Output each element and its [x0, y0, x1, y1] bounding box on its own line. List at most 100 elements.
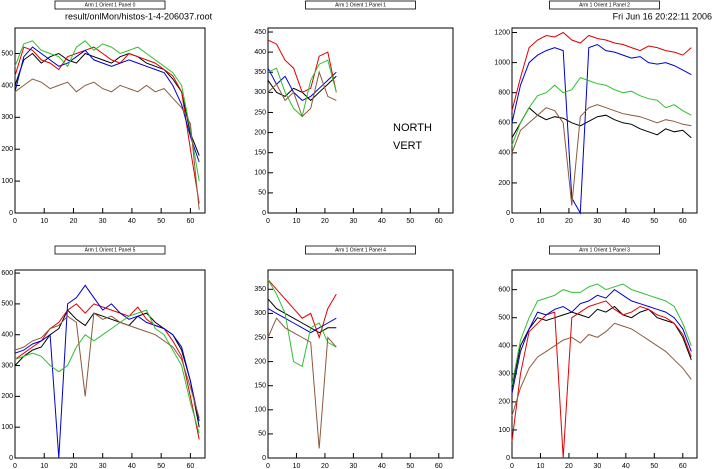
y-tick-label: 100 — [254, 407, 266, 414]
panel-title: Arm 1 Orient 1 Panel 3 — [579, 247, 630, 253]
panel-title: Arm 1 Orient 1 Panel 2 — [579, 2, 630, 8]
x-tick-label: 30 — [99, 463, 107, 469]
y-tick-label: 600 — [498, 286, 510, 293]
y-tick-label: 1000 — [494, 59, 510, 66]
x-tick-label: 20 — [321, 218, 329, 225]
y-tick-label: 100 — [498, 427, 510, 434]
panel-title: Arm 1 Orient 1 Panel 1 — [335, 2, 386, 8]
y-tick-label: 400 — [498, 343, 510, 350]
y-tick-label: 0 — [262, 210, 266, 217]
series-line — [267, 308, 337, 334]
panel-title-box — [549, 245, 660, 255]
y-tick-label: 500 — [1, 50, 13, 57]
y-tick-label: 300 — [1, 362, 13, 369]
x-tick-label: 0 — [13, 463, 17, 469]
x-tick-label: 60 — [186, 218, 194, 225]
x-tick-label: 0 — [266, 218, 270, 225]
y-tick-label: 300 — [498, 371, 510, 378]
x-tick-label: 40 — [622, 218, 630, 225]
series-line — [511, 43, 692, 215]
x-tick-label: 0 — [510, 218, 514, 225]
x-tick-label: 40 — [378, 218, 386, 225]
plot-frame — [14, 269, 206, 459]
y-tick-label: 300 — [254, 89, 266, 96]
y-tick-label: 800 — [498, 90, 510, 97]
x-tick-label: 10 — [40, 463, 48, 469]
timestamp: Fri Jun 16 20:22:11 2006 — [613, 11, 712, 21]
x-tick-label: 10 — [537, 463, 545, 469]
x-tick-label: 20 — [70, 463, 78, 469]
series-line — [14, 46, 200, 163]
x-tick-label: 0 — [266, 463, 270, 469]
series-line — [14, 303, 200, 440]
series-line — [267, 67, 337, 101]
y-tick-label: 1200 — [494, 29, 510, 36]
series-line — [267, 70, 337, 118]
x-tick-label: 50 — [406, 463, 414, 469]
panel-title-box — [305, 245, 416, 255]
plot-frame — [14, 27, 206, 214]
series-line — [267, 279, 337, 368]
y-tick-label: 0 — [262, 455, 266, 462]
x-tick-label: 30 — [593, 218, 601, 225]
y-tick-label: 100 — [254, 170, 266, 177]
series-line — [14, 40, 200, 182]
y-tick-label: 150 — [254, 150, 266, 157]
series-line — [267, 317, 337, 449]
x-tick-label: 20 — [565, 463, 573, 469]
y-tick-label: 300 — [254, 310, 266, 317]
y-tick-label: 400 — [254, 49, 266, 56]
y-tick-label: 600 — [1, 270, 13, 277]
panel-title-box — [54, 245, 166, 255]
x-tick-label: 40 — [622, 463, 630, 469]
x-tick-label: 50 — [650, 218, 658, 225]
panel-title-box — [54, 0, 166, 10]
y-tick-label: 350 — [254, 69, 266, 76]
panel-title-box — [305, 0, 416, 10]
annotation: VERT — [393, 140, 422, 152]
y-tick-label: 50 — [258, 431, 266, 438]
y-tick-label: 500 — [498, 315, 510, 322]
x-tick-label: 40 — [128, 463, 136, 469]
series-line — [511, 283, 692, 386]
y-tick-label: 100 — [1, 178, 13, 185]
series-line — [14, 309, 200, 428]
y-tick-label: 200 — [1, 146, 13, 153]
series-line — [511, 305, 692, 388]
y-tick-label: 150 — [254, 383, 266, 390]
x-tick-label: 30 — [349, 218, 357, 225]
plot-frame — [511, 269, 698, 459]
y-tick-label: 450 — [254, 29, 266, 36]
x-tick-label: 10 — [537, 218, 545, 225]
series-line — [511, 31, 692, 111]
x-tick-label: 60 — [679, 463, 687, 469]
series-line — [267, 298, 337, 334]
series-line — [14, 309, 200, 434]
x-tick-label: 20 — [565, 218, 573, 225]
y-tick-label: 0 — [9, 455, 13, 462]
x-tick-label: 20 — [70, 218, 78, 225]
x-tick-label: 0 — [510, 463, 514, 469]
y-tick-label: 200 — [1, 393, 13, 400]
x-tick-label: 50 — [406, 218, 414, 225]
y-tick-label: 250 — [254, 109, 266, 116]
x-tick-label: 40 — [378, 463, 386, 469]
y-tick-label: 100 — [1, 424, 13, 431]
y-tick-label: 50 — [258, 190, 266, 197]
x-tick-label: 10 — [293, 463, 301, 469]
series-line — [511, 322, 692, 417]
y-tick-label: 600 — [498, 120, 510, 127]
x-tick-label: 50 — [157, 218, 165, 225]
panel-title: Arm 1 Orient 1 Panel 4 — [335, 247, 386, 253]
series-line — [14, 52, 200, 156]
x-tick-label: 50 — [157, 463, 165, 469]
x-tick-label: 30 — [593, 463, 601, 469]
x-tick-label: 30 — [99, 218, 107, 225]
panel-title-box — [549, 0, 660, 10]
x-tick-label: 20 — [321, 463, 329, 469]
x-tick-label: 10 — [293, 218, 301, 225]
series-line — [14, 284, 200, 459]
y-tick-label: 200 — [498, 399, 510, 406]
y-tick-label: 400 — [498, 150, 510, 157]
